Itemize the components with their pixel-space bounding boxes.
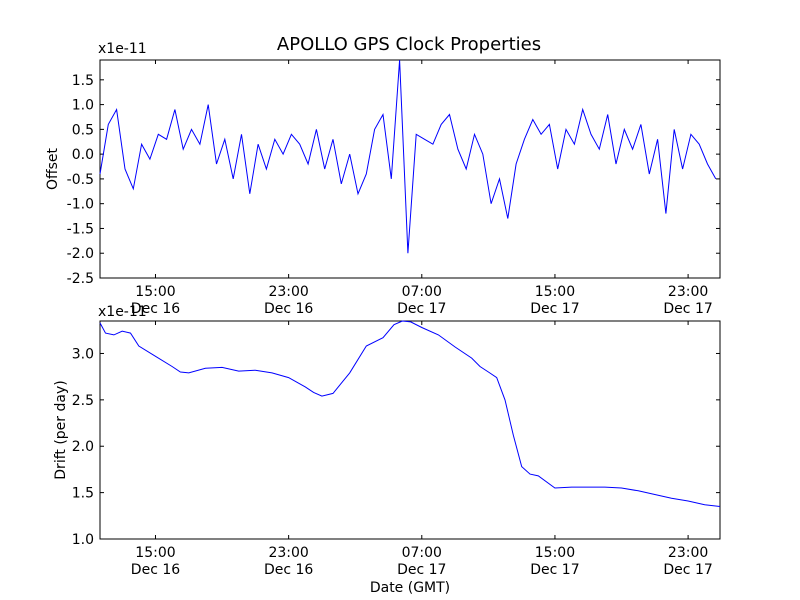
drift-x-tick-time: 15:00 xyxy=(135,545,175,561)
drift-x-tick-date: Dec 17 xyxy=(397,562,446,578)
drift-series-line xyxy=(99,320,721,507)
drift-panel: x1e-11 Drift (per day) 1.0 1.5 2.0 2.5 3.0 1… xyxy=(53,304,721,596)
drift-y-tick-label: 1.5 xyxy=(72,486,94,502)
drift-y-axis-label: Drift (per day) xyxy=(53,380,69,479)
drift-x-tick-date: Dec 17 xyxy=(530,562,579,578)
offset-multiplier-label: x1e-11 xyxy=(98,41,147,57)
offset-panel: x1e-11 Offset -2.5 -2.0 -1.5 -1.0 -0.5 0.0 0.5… xyxy=(45,41,721,317)
drift-y-tick-label: 3.0 xyxy=(72,346,94,362)
drift-x-tick-time: 23:00 xyxy=(668,545,708,561)
drift-x-tick-date: Dec 17 xyxy=(663,562,712,578)
drift-y-ticks: 1.0 1.5 2.0 2.5 3.0 xyxy=(72,346,720,548)
offset-y-tick-label: -1.0 xyxy=(67,197,94,213)
offset-y-tick-label: 0.5 xyxy=(72,122,94,138)
offset-x-tick-time: 15:00 xyxy=(535,284,575,300)
offset-x-tick-time: 23:00 xyxy=(668,284,708,300)
offset-x-tick-time: 15:00 xyxy=(135,284,175,300)
offset-y-tick-label: -0.5 xyxy=(67,172,94,188)
drift-x-tick-time: 23:00 xyxy=(268,545,308,561)
offset-x-tick-date: Dec 17 xyxy=(663,301,712,317)
offset-x-tick-date: Dec 17 xyxy=(530,301,579,317)
offset-x-tick-date: Dec 17 xyxy=(397,301,446,317)
offset-plot-area xyxy=(99,59,721,279)
drift-y-tick-label: 1.0 xyxy=(72,532,94,548)
offset-x-tick-date: Dec 16 xyxy=(264,301,313,317)
offset-y-tick-label: 1.5 xyxy=(72,73,94,89)
drift-y-tick-label: 2.0 xyxy=(72,439,94,455)
drift-x-tick-date: Dec 16 xyxy=(131,562,180,578)
chart-title: APOLLO GPS Clock Properties xyxy=(277,34,541,55)
drift-x-tick-date: Dec 16 xyxy=(264,562,313,578)
offset-series xyxy=(99,59,717,254)
offset-y-tick-label: -1.5 xyxy=(67,221,94,237)
offset-y-tick-label: 0.0 xyxy=(72,147,94,163)
offset-y-axis-label: Offset xyxy=(45,147,61,190)
drift-plot-area xyxy=(99,320,721,540)
offset-y-tick-label: -2.5 xyxy=(67,271,94,287)
drift-series xyxy=(99,320,721,507)
offset-y-tick-label: -2.0 xyxy=(67,246,94,262)
offset-x-tick-time: 07:00 xyxy=(402,284,442,300)
offset-y-ticks: -2.5 -2.0 -1.5 -1.0 -0.5 0.0 0.5 1.0 1.5 xyxy=(67,73,720,287)
drift-multiplier-label: x1e-11 xyxy=(98,304,147,320)
drift-x-tick-time: 07:00 xyxy=(402,545,442,561)
drift-y-tick-label: 2.5 xyxy=(72,393,94,409)
offset-x-tick-date: Dec 16 xyxy=(131,301,180,317)
offset-x-tick-time: 23:00 xyxy=(268,284,308,300)
drift-x-tick-time: 15:00 xyxy=(535,545,575,561)
drift-x-axis-label: Date (GMT) xyxy=(370,580,450,596)
offset-series-line xyxy=(99,59,717,254)
offset-y-tick-label: 1.0 xyxy=(72,98,94,114)
